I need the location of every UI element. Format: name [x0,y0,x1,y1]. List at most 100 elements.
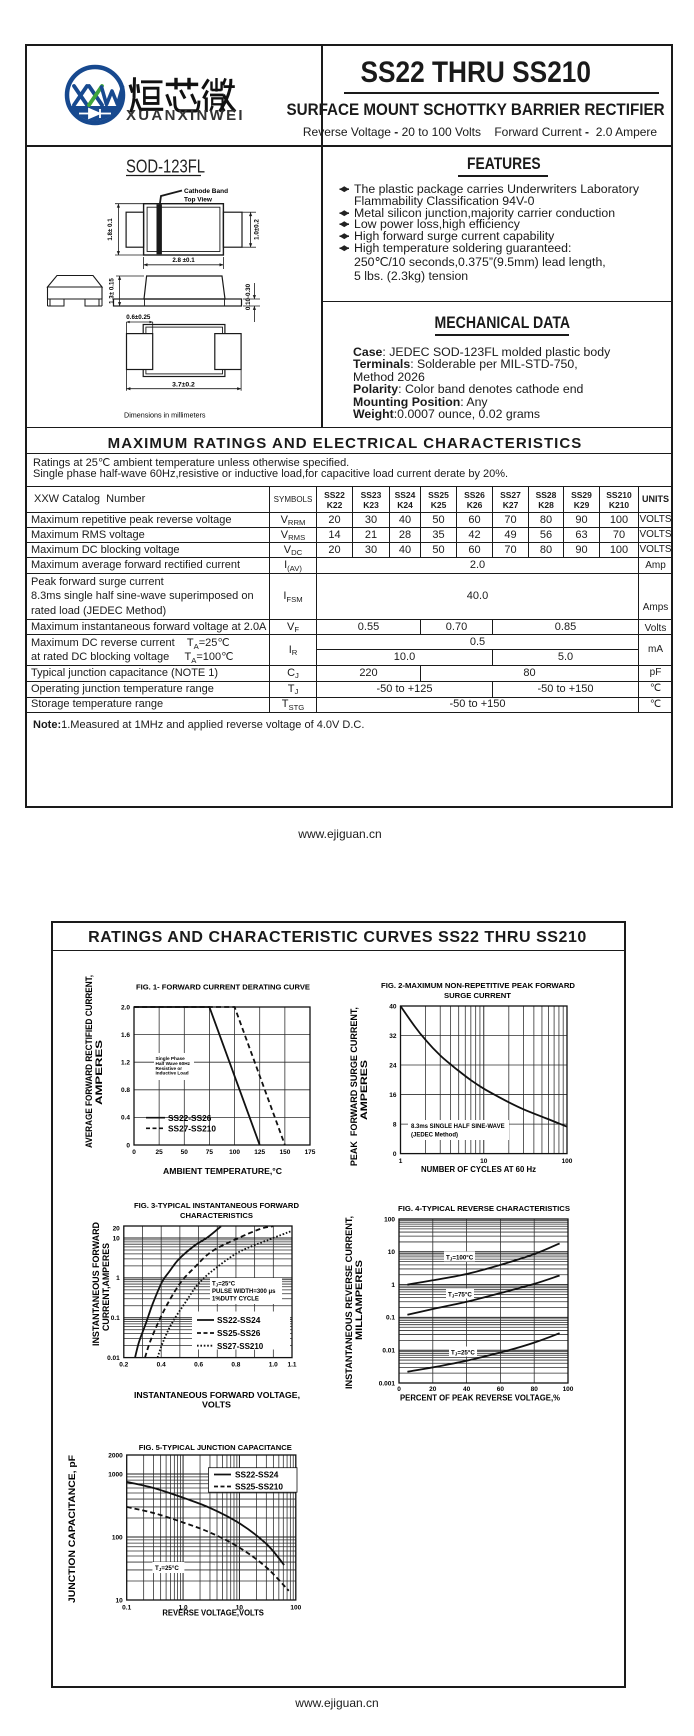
svg-text:125: 125 [254,1149,265,1156]
svg-text:TJ=75°C: TJ=75°C [448,1291,472,1298]
svg-text:0.10-0.30: 0.10-0.30 [245,283,252,310]
svg-text:1.0: 1.0 [179,1605,188,1612]
svg-text:10: 10 [388,1249,396,1256]
svg-text:75: 75 [206,1149,214,1156]
svg-text:Cathode Band: Cathode Band [184,188,228,195]
svg-text:0: 0 [393,1151,397,1158]
svg-text:JUNCTION CAPACITANCE, pF: JUNCTION CAPACITANCE, pF [67,1455,78,1603]
svg-text:SS22-SS24: SS22-SS24 [235,1470,279,1480]
svg-text:100: 100 [384,1216,395,1223]
svg-text:10: 10 [113,1235,121,1242]
svg-text:FIG. 5-TYPICAL JUNCTION CAPACI: FIG. 5-TYPICAL JUNCTION CAPACITANCE [139,1443,292,1452]
svg-text:100: 100 [229,1149,240,1156]
svg-text:0: 0 [132,1149,136,1156]
svg-text:10: 10 [480,1158,488,1165]
svg-text:20: 20 [113,1226,121,1233]
svg-text:100: 100 [563,1386,574,1393]
svg-text:VOLTS: VOLTS [202,1401,231,1410]
svg-text:0: 0 [397,1386,401,1393]
svg-text:0.6: 0.6 [194,1362,203,1369]
svg-text:1.3± 0.15: 1.3± 0.15 [109,278,116,304]
svg-text:1.0±0.2: 1.0±0.2 [254,219,261,240]
svg-text:0: 0 [126,1142,130,1149]
svg-text:25: 25 [155,1149,163,1156]
svg-text:24: 24 [389,1062,397,1069]
svg-text:FIG. 4-TYPICAL REVERSE CHARACT: FIG. 4-TYPICAL REVERSE CHARACTERISTICS [398,1204,570,1213]
svg-text:TJ=25°C: TJ=25°C [155,1565,179,1572]
svg-text:0.01: 0.01 [382,1348,395,1355]
svg-text:Inductive Load: Inductive Load [156,1071,189,1076]
svg-text:Single Phase: Single Phase [156,1056,186,1061]
svg-text:0.6±0.25: 0.6±0.25 [126,314,151,321]
svg-text:AMBIENT TEMPERATURE,°C: AMBIENT TEMPERATURE,°C [163,1167,282,1176]
svg-text:1: 1 [391,1282,395,1289]
svg-text:40: 40 [463,1386,471,1393]
svg-text:PULSE WIDTH=300 μs: PULSE WIDTH=300 μs [212,1289,276,1295]
svg-text:SS22-SS26: SS22-SS26 [168,1113,212,1123]
svg-text:0.1: 0.1 [122,1605,131,1612]
svg-text:16: 16 [389,1092,397,1099]
svg-text:0.2: 0.2 [119,1362,128,1369]
svg-text:3.7±0.2: 3.7±0.2 [172,382,195,389]
svg-text:1.2: 1.2 [121,1060,130,1067]
svg-text:AMPERES: AMPERES [359,1060,369,1120]
svg-text:32: 32 [389,1033,397,1040]
svg-text:Dimensions in millimeters: Dimensions in millimeters [124,411,206,420]
svg-text:Top View: Top View [184,197,213,204]
svg-text:TJ=25°C: TJ=25°C [212,1282,236,1288]
svg-text:INSTANTANEOUS FORWARD: INSTANTANEOUS FORWARD [91,1222,101,1346]
svg-text:10: 10 [115,1597,123,1604]
svg-text:Resistive or: Resistive or [156,1066,183,1071]
svg-text:0.8: 0.8 [121,1087,130,1094]
svg-text:Half Wave 60Hz: Half Wave 60Hz [156,1061,191,1066]
svg-text:20: 20 [429,1386,437,1393]
svg-text:PERCENT OF PEAK REVERSE VOLTAG: PERCENT OF PEAK REVERSE VOLTAGE,% [400,1394,560,1403]
svg-text:80: 80 [531,1386,539,1393]
svg-text:CHARACTERISTICS: CHARACTERISTICS [180,1211,253,1220]
svg-text:AMPERES: AMPERES [94,1040,104,1105]
svg-text:175: 175 [305,1149,316,1156]
svg-text:0.4: 0.4 [157,1362,166,1369]
svg-text:100: 100 [112,1534,123,1541]
svg-text:2.8 ±0.1: 2.8 ±0.1 [172,257,195,264]
svg-text:100: 100 [290,1605,301,1612]
svg-text:0.01: 0.01 [107,1355,120,1362]
svg-text:10: 10 [236,1605,244,1612]
svg-text:INSTANTANEOUS FORWARD VOLTAGE,: INSTANTANEOUS FORWARD VOLTAGE, [134,1391,300,1400]
svg-text:1: 1 [116,1275,120,1282]
svg-text:FIG. 3-TYPICAL INSTANTANEOUS F: FIG. 3-TYPICAL INSTANTANEOUS FORWARD [134,1201,300,1210]
svg-text:1000: 1000 [108,1471,123,1478]
svg-text:8.3ms SINGLE HALF SINE-WAVE: 8.3ms SINGLE HALF SINE-WAVE [411,1124,505,1130]
svg-text:0.4: 0.4 [121,1115,130,1122]
svg-text:1.6: 1.6 [121,1032,130,1039]
svg-text:SS27-SS210: SS27-SS210 [168,1124,216,1134]
svg-text:40: 40 [389,1003,397,1010]
svg-text:(JEDEC Method): (JEDEC Method) [411,1133,458,1139]
svg-text:1%DUTY CYCLE: 1%DUTY CYCLE [212,1297,259,1303]
svg-text:NUMBER OF CYCLES AT 60 Hz: NUMBER OF CYCLES AT 60 Hz [421,1165,536,1174]
svg-text:0.001: 0.001 [379,1380,396,1387]
svg-text:1.1: 1.1 [287,1362,296,1369]
svg-text:SS25-SS26: SS25-SS26 [217,1328,261,1338]
svg-text:1.0: 1.0 [269,1362,278,1369]
svg-text:MILLAMPERES: MILLAMPERES [354,1260,364,1340]
svg-text:0.1: 0.1 [386,1315,395,1322]
svg-text:REVERSE VOLTAGE,VOLTS: REVERSE VOLTAGE,VOLTS [162,1609,264,1618]
svg-text:FIG. 1- FORWARD CURRENT DERATI: FIG. 1- FORWARD CURRENT DERATING CURVE [136,983,310,992]
svg-text:150: 150 [279,1149,290,1156]
svg-text:AVERAGE FORWARD RECTIFIED CURR: AVERAGE FORWARD RECTIFIED CURRENT, [84,975,94,1148]
svg-text:1: 1 [399,1158,403,1165]
svg-text:60: 60 [497,1386,505,1393]
svg-text:0.8: 0.8 [231,1362,240,1369]
svg-text:SS25-SS210: SS25-SS210 [235,1482,283,1492]
svg-text:FIG. 2-MAXIMUM NON-REPETITIVE: FIG. 2-MAXIMUM NON-REPETITIVE PEAK FORWA… [381,981,576,990]
svg-text:CURRENT,AMPERES: CURRENT,AMPERES [101,1243,111,1331]
svg-text:50: 50 [181,1149,189,1156]
svg-text:2000: 2000 [108,1452,123,1459]
svg-text:2.0: 2.0 [121,1004,130,1011]
svg-text:TJ=100°C: TJ=100°C [446,1254,474,1261]
svg-text:PEAK FORWARD SURGE CURRENT,: PEAK FORWARD SURGE CURRENT, [349,1007,359,1166]
svg-text:100: 100 [562,1158,573,1165]
svg-text:SURGE CURRENT: SURGE CURRENT [444,991,511,1000]
svg-text:8: 8 [393,1121,397,1128]
